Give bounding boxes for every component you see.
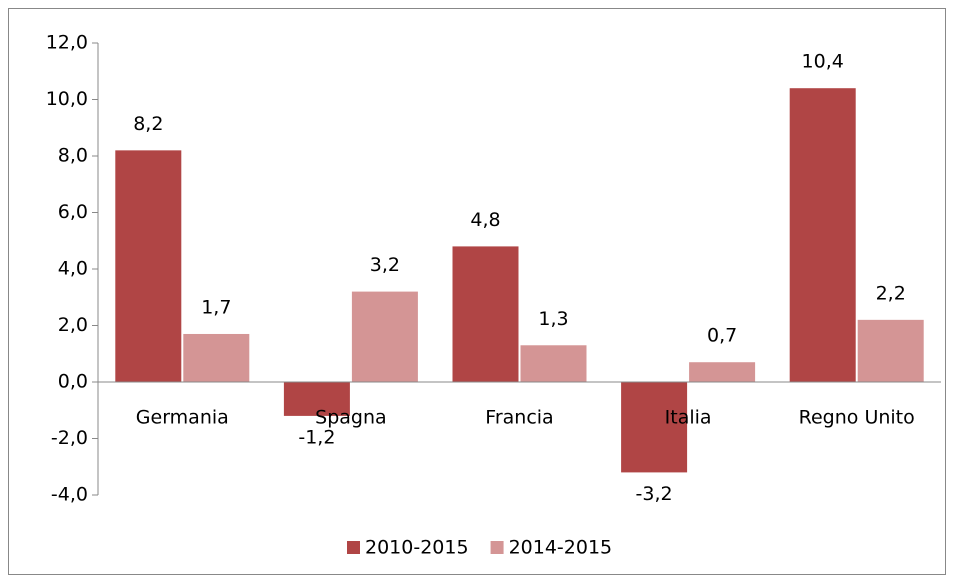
value-label: 3,2 [370,254,400,276]
y-tick-label: 6,0 [58,201,88,223]
bar [857,319,924,382]
bar [183,333,250,382]
value-label: -1,2 [298,426,335,448]
value-label: 1,7 [201,296,231,318]
x-tick-label: Regno Unito [799,407,915,429]
x-tick-label: Italia [665,407,712,429]
legend-label: 2010-2015 [365,537,469,559]
x-tick-label: Francia [485,407,553,429]
y-tick-label: 12,0 [46,32,88,54]
y-tick-label: 0,0 [58,371,88,393]
bar [115,150,182,382]
value-label: 8,2 [133,113,163,135]
x-tick-label: Spagna [315,407,387,429]
legend-swatch [347,541,360,554]
value-label: 0,7 [707,325,737,347]
legend-swatch [490,541,504,554]
bar [520,345,587,382]
legend-label: 2014-2015 [509,537,613,559]
y-tick-label: 4,0 [58,258,88,280]
bar [452,246,519,382]
bar [789,88,856,382]
y-tick-label: 8,0 [58,145,88,167]
bar [621,382,688,473]
value-label: 1,3 [538,308,568,330]
value-label: -3,2 [636,483,673,505]
y-tick-label: -2,0 [51,427,88,449]
bar [351,291,418,382]
value-label: 10,4 [802,51,844,73]
value-label: 4,8 [470,209,500,231]
bar [689,362,756,382]
value-label: 2,2 [876,282,906,304]
y-tick-label: -4,0 [51,484,88,506]
bar [283,382,350,416]
x-tick-label: Germania [136,407,229,429]
y-tick-label: 10,0 [46,88,88,110]
y-tick-label: 2,0 [58,314,88,336]
